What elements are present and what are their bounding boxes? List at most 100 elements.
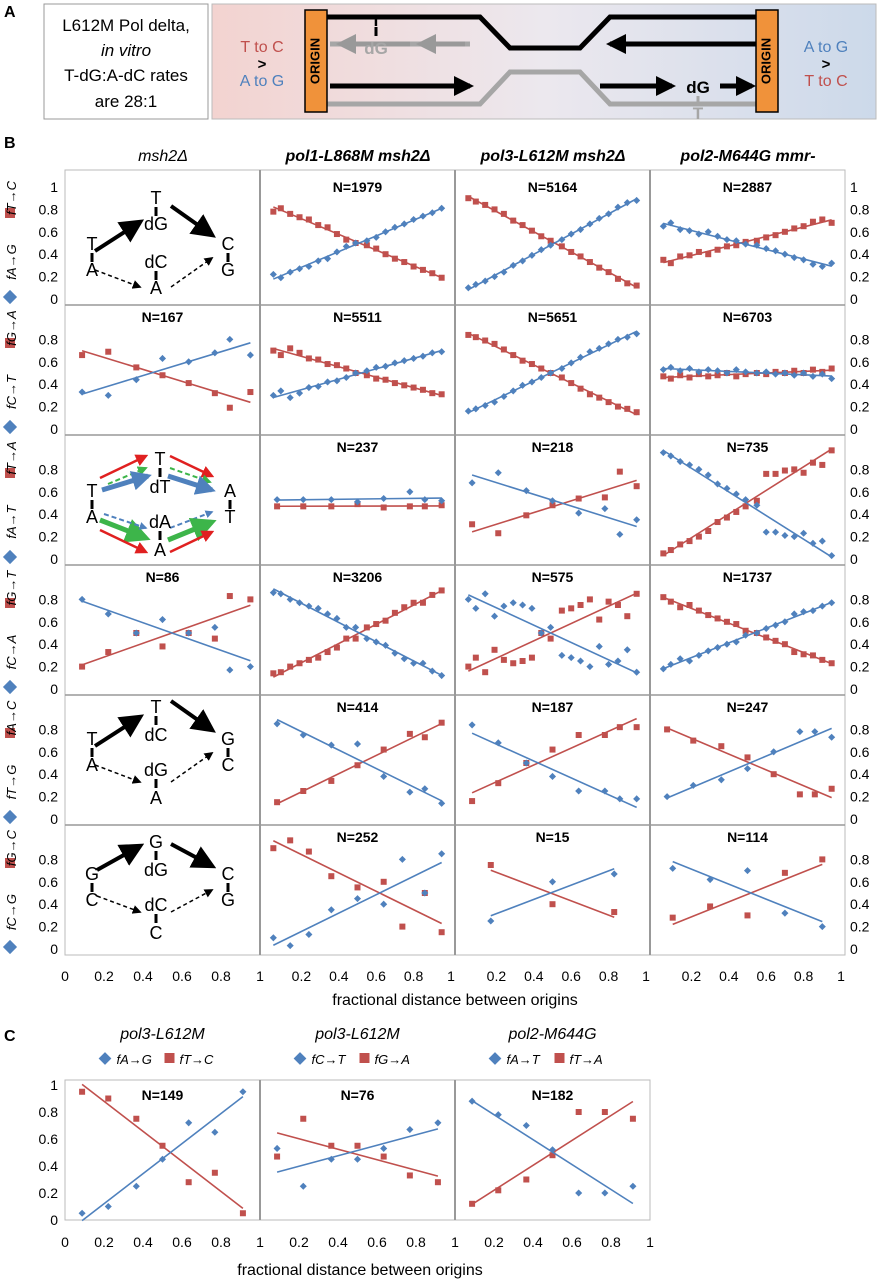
y-tick-right: 0.4 [850,506,870,522]
y-tick-left: 0 [50,941,58,957]
data-point-red [601,732,608,738]
data-point-blue [537,629,545,637]
data-point-red [809,366,816,373]
data-point-red [373,375,380,382]
data-point-blue [353,740,362,748]
trendline-blue [672,860,823,923]
data-point-blue [352,239,360,247]
data-point-red [159,1142,166,1149]
x-tick: 0.6 [366,968,386,984]
data-point-red [363,242,370,249]
data-point-blue [689,781,697,789]
data-point-red [568,380,575,387]
data-point-red [133,364,140,371]
data-point-red [601,494,608,501]
data-point-red [491,340,498,347]
data-point-blue [519,257,527,265]
data-point-blue [273,720,281,728]
data-point-blue [472,280,480,288]
lower-mispair-label: dG [686,78,710,97]
data-point-red [819,461,826,468]
data-point-red [791,225,798,232]
data-point-red [528,361,535,368]
y-tick-left: 0.4 [39,246,59,262]
data-point-red [287,837,294,844]
data-point-red [601,1109,608,1115]
data-point-blue [428,209,436,217]
y-tick-right: 0.6 [850,614,870,630]
scatter-plot: N=247 [663,699,836,801]
data-point-blue [273,496,281,504]
sample-size-label: N=86 [146,569,180,585]
diag2-left-bottom: A [86,507,98,527]
data-point-blue [353,498,362,506]
y-tick-left: 0.2 [39,399,59,415]
data-point-red [605,269,612,276]
data-point-blue [327,496,335,504]
data-point-blue [753,241,761,249]
data-point-blue [158,354,167,362]
data-point-blue [548,878,557,886]
data-point-red [667,598,674,605]
data-point-blue [704,366,712,374]
panel-c-x-tick: 1 [256,1234,264,1250]
data-point-blue [547,241,555,249]
mispair-diagram-2: T A T dT dA A A T [86,449,236,560]
data-point-red [315,356,322,363]
y-tick-left: 0.2 [39,789,59,805]
data-point-blue [772,247,780,255]
data-point-red [633,590,640,597]
y-tick-right: 0.2 [850,269,870,285]
data-point-red [605,598,612,605]
diag3-right-top: G [221,729,235,749]
data-point-red [465,331,472,338]
data-point-red [406,503,413,510]
data-point-red [660,373,667,380]
sample-size-label: N=114 [727,829,768,845]
data-point-red [616,724,623,731]
data-point-red [247,596,254,603]
data-point-blue [605,660,613,668]
data-point-red [328,1142,335,1149]
data-point-red [809,218,816,225]
y-tick-left: 0.8 [39,721,59,737]
panel-c-x-tick: 0.8 [601,1234,621,1250]
data-point-blue [809,372,817,380]
scatter-plot: N=5651 [464,309,641,416]
data-point-red [596,264,603,271]
data-point-red [373,621,380,628]
y-tick-left: 0.6 [39,354,59,370]
row-label-blue: fA→G [4,244,19,279]
data-point-blue [811,728,819,736]
sample-size-label: N=5164 [528,179,578,195]
data-point-blue [382,641,390,649]
panel-label-a: A [4,4,16,21]
data-point-blue [809,260,817,268]
x-tick: 0.4 [133,968,153,984]
data-point-red [549,1152,556,1159]
data-point-blue [305,262,313,271]
data-point-blue [528,378,536,386]
data-point-blue [211,623,219,631]
data-point-blue [695,230,703,238]
panel-c-title: pol3-L612M [314,1026,400,1043]
y-tick-right: 0.8 [850,461,870,477]
data-point-blue [391,223,399,231]
y-tick-left: 0.6 [39,484,59,500]
data-point-blue [380,900,388,908]
panel-a-line-4: are 28:1 [95,92,157,111]
data-point-red [438,391,445,398]
data-point-red [819,656,826,663]
data-point-blue [809,607,817,615]
panel-c-x-axis-label: fractional distance between origins [237,1262,482,1279]
data-point-blue [464,407,472,415]
diag1-top-2: dG [144,214,168,234]
data-point-red [373,245,380,252]
data-point-blue [669,864,677,872]
data-point-blue [772,621,780,629]
row-label-red-square [5,598,15,608]
y-tick-right: 0.4 [850,766,870,782]
data-point-red [469,1200,476,1207]
panel-label-b: B [4,135,16,152]
data-point-blue [490,273,499,281]
